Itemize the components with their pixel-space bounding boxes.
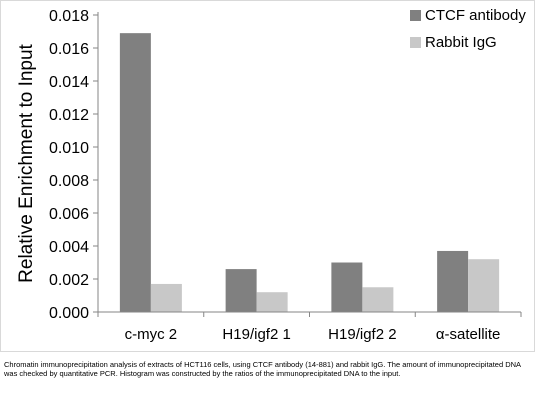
x-category-label: H19/igf2 1 <box>222 326 290 343</box>
bars <box>119 33 500 313</box>
legend-swatch <box>410 10 421 21</box>
bar-ctcf-antibody-1 <box>225 269 257 312</box>
legend-label: Rabbit IgG <box>425 34 497 51</box>
y-tick-label: 0.006 <box>49 206 89 223</box>
axes <box>97 12 522 317</box>
x-category-label: H19/igf2 2 <box>328 326 396 343</box>
figure-caption: Chromatin immunoprecipitation analysis o… <box>4 360 521 378</box>
legend-swatch <box>410 37 421 48</box>
legend-label: CTCF antibody <box>425 7 526 24</box>
bar-chart: 0.000 0.002 0.004 0.006 0.008 0.010 0.012 0.014… <box>16 7 526 343</box>
category-labels: c-myc 2 H19/igf2 1 H19/igf2 2 α-satellite <box>125 326 501 343</box>
chart-frame: 0.000 0.002 0.004 0.006 0.008 0.010 0.012 0.014… <box>0 0 535 352</box>
bar-ctcf-antibody-2 <box>331 262 363 312</box>
y-tick-label: 0.004 <box>49 239 89 256</box>
y-tick-label: 0.000 <box>49 305 89 322</box>
bar-rabbit-igg-3 <box>468 259 500 312</box>
x-category-label: c-myc 2 <box>125 326 178 343</box>
y-tick-label: 0.002 <box>49 272 89 289</box>
y-tick-label: 0.008 <box>49 173 89 190</box>
y-tick-label: 0.016 <box>49 41 89 58</box>
x-category-label: α-satellite <box>436 326 501 343</box>
y-tick-label: 0.010 <box>49 140 89 157</box>
y-tick-label: 0.014 <box>49 74 89 91</box>
y-axis-title: Relative Enrichment to Input <box>16 43 37 282</box>
bar-rabbit-igg-0 <box>150 283 182 312</box>
bar-rabbit-igg-2 <box>362 287 394 312</box>
y-tick-label: 0.012 <box>49 107 89 124</box>
y-axis-ticks: 0.000 0.002 0.004 0.006 0.008 0.010 0.012 0.014… <box>49 8 98 322</box>
legend: CTCF antibody Rabbit IgG <box>410 7 526 51</box>
bar-rabbit-igg-1 <box>256 292 288 312</box>
bar-ctcf-antibody-0 <box>119 33 151 313</box>
y-tick-label: 0.018 <box>49 8 89 25</box>
bar-ctcf-antibody-3 <box>437 250 469 312</box>
